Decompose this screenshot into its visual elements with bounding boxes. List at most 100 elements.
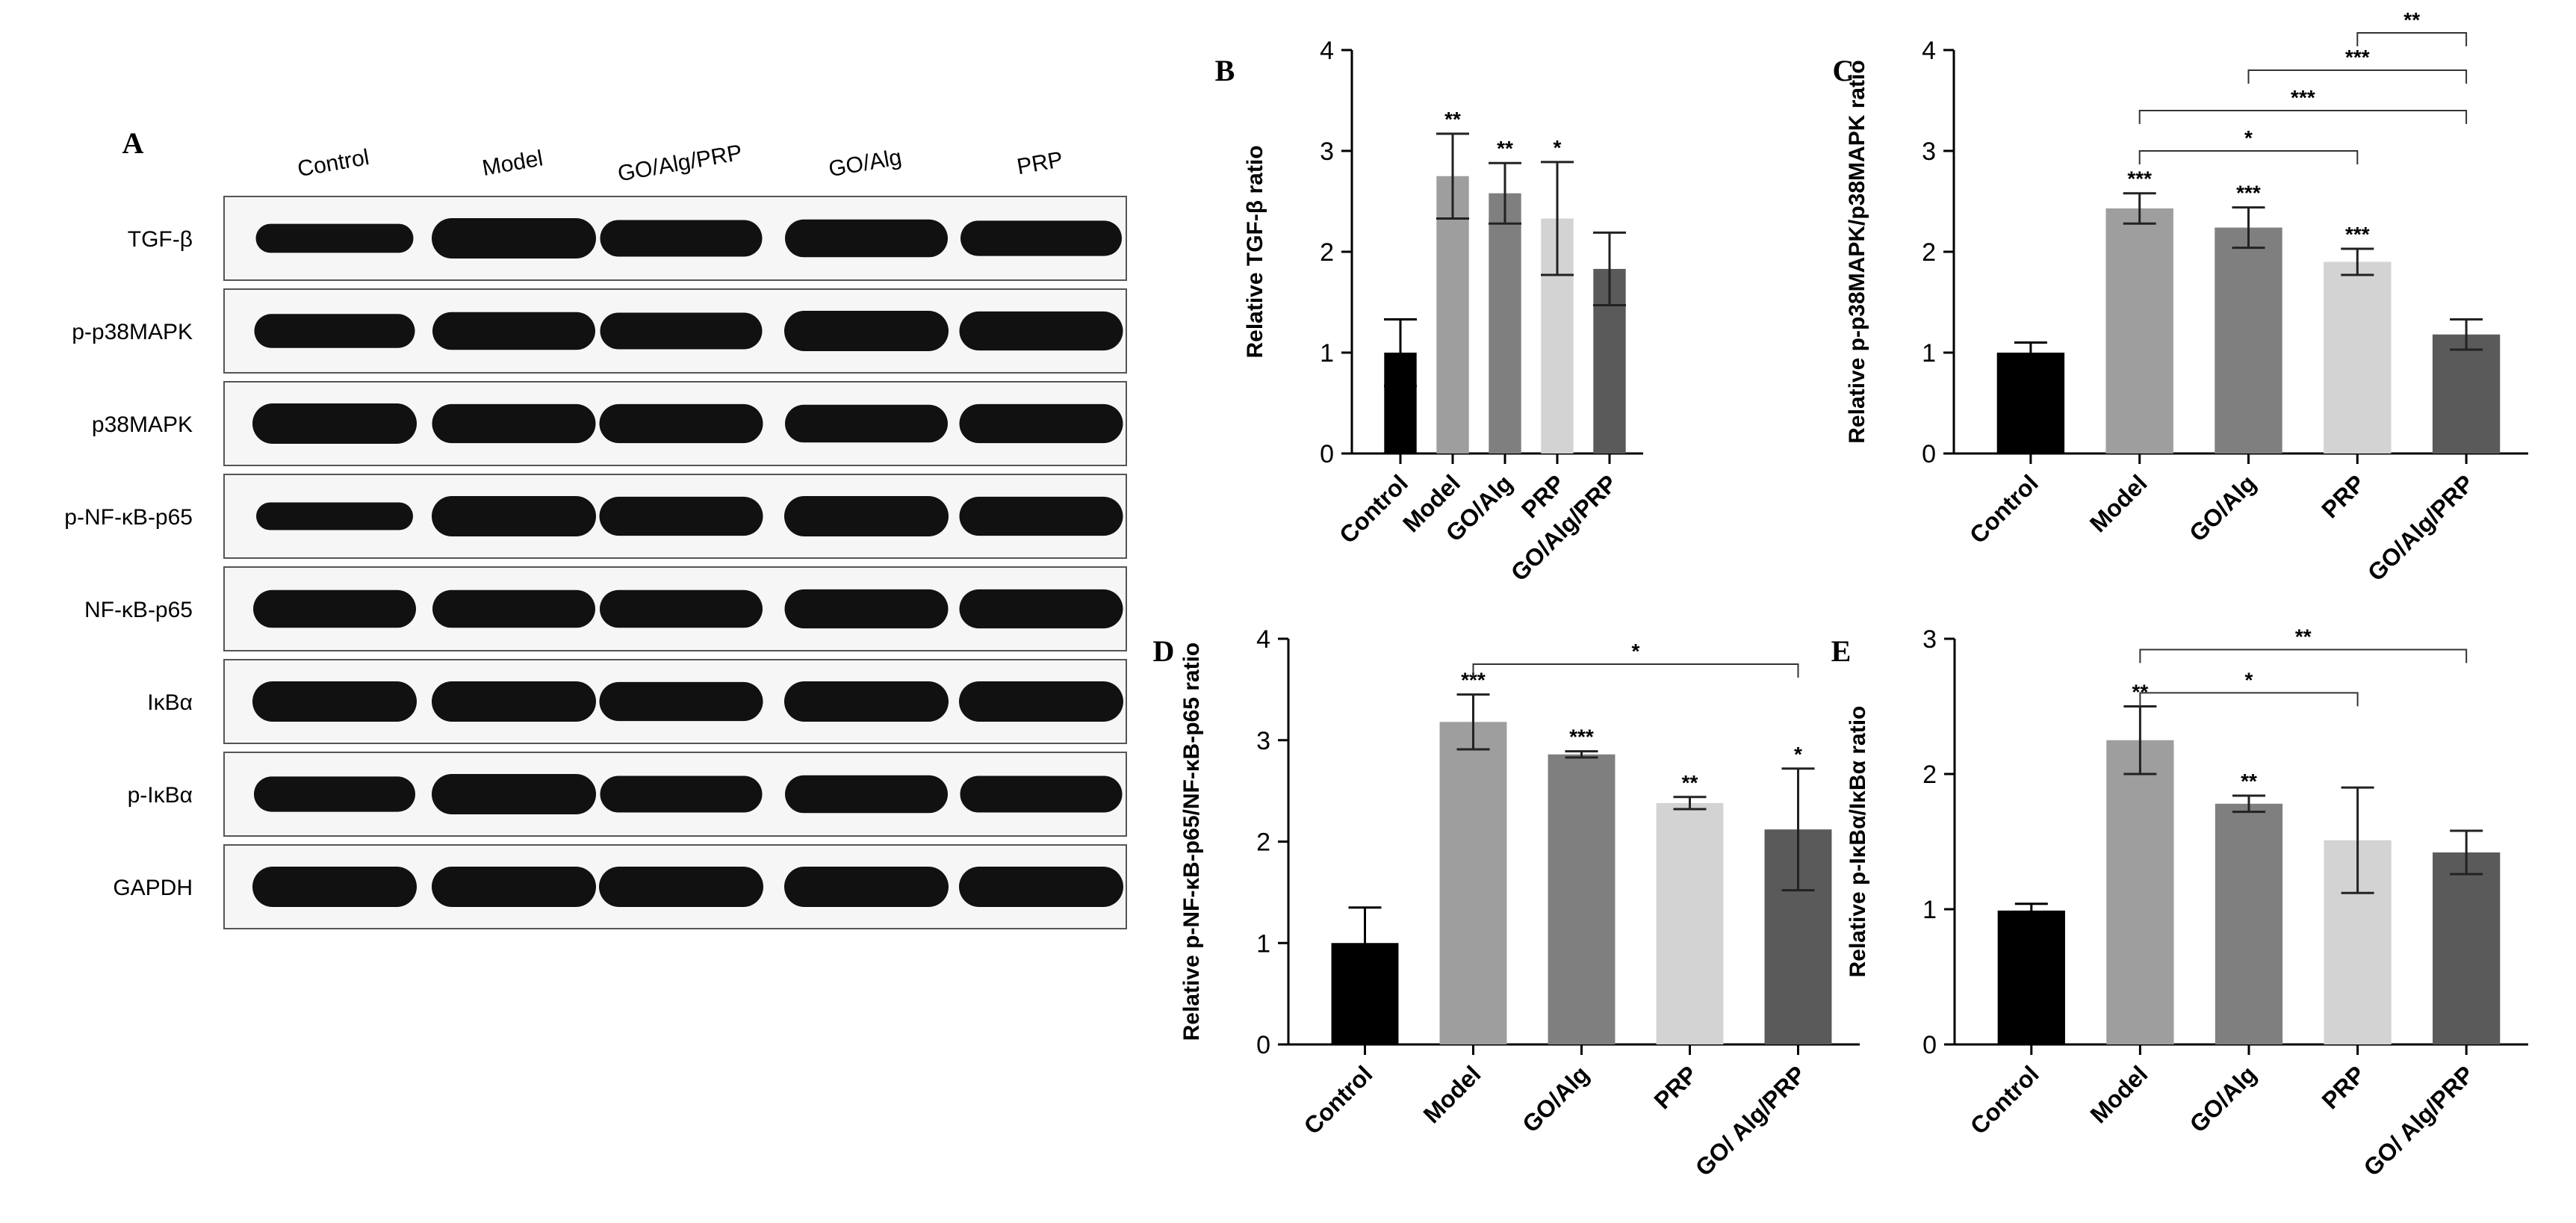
blot-band [785,775,948,814]
bar [1436,176,1469,453]
panel-letter: E [1831,634,1852,668]
bar [2106,740,2174,1044]
blot-row-label: IκBα [147,690,193,715]
y-tick-label: 4 [1256,625,1270,654]
blot-band [600,312,763,350]
blot-band [432,218,596,258]
blot-band [784,311,949,351]
bar [2433,852,2501,1044]
y-tick-label: 1 [1922,896,1937,924]
y-tick-label: 3 [1922,625,1937,654]
y-tick-label: 1 [1256,929,1270,958]
bar [2324,261,2392,453]
significance-label: *** [1569,725,1594,749]
panel-letter: D [1153,634,1175,668]
y-tick-label: 0 [1922,440,1936,468]
y-tick-label: 1 [1922,339,1936,368]
x-tick-label: Control [1964,469,2043,548]
comparison-label: *** [2345,46,2370,69]
x-tick-label: PRP [1648,1060,1702,1114]
significance-label: ** [2241,770,2257,793]
bar [1997,910,2065,1044]
blot-band [959,589,1123,629]
blot-band [252,867,417,907]
comparison-bracket [1472,663,1799,678]
x-tick-label: Control [1965,1060,2044,1139]
comparison-label: * [2245,668,2253,691]
blot-band [432,774,596,814]
blot-row-label: GAPDH [113,876,193,900]
bar [1656,802,1724,1044]
x-tick-label: GO/ Alg/PRP [2358,1060,2479,1181]
blot-band [432,867,596,907]
x-tick-label: PRP [2316,469,2370,523]
blot-band [599,681,763,722]
comparison-bracket [2139,648,2468,663]
y-tick-label: 0 [1256,1031,1270,1059]
x-tick-label: Model [1418,1060,1486,1128]
y-tick-label: 2 [1922,761,1937,789]
blot-row-label: p-p38MAPK [72,320,193,344]
significance-label: * [1554,136,1562,159]
x-tick-label: PRP [2317,1060,2371,1114]
bar [1489,193,1521,453]
y-axis-label: Relative p-IκBα/IκBα ratio [1846,706,1870,978]
x-tick-label: GO/ Alg/PRP [1690,1060,1811,1181]
y-tick-label: 3 [1922,137,1936,166]
blot-band [785,219,948,258]
blot-band [599,867,763,907]
comparison-label: ** [2403,8,2420,31]
x-tick-label: GO/Alg/PRP [2362,469,2479,586]
blot-row-label: p-NF-κB-p65 [64,505,193,530]
blot-band [254,776,415,812]
blot-band [252,681,417,722]
blot-band [432,403,596,444]
y-tick-label: 2 [1922,238,1936,267]
y-tick-label: 0 [1922,1031,1937,1059]
bar [2432,334,2501,453]
bar [1439,722,1507,1044]
blot-band [959,403,1123,444]
y-tick-label: 1 [1320,339,1334,368]
significance-label: *** [2127,167,2152,191]
y-tick-label: 2 [1320,238,1334,267]
y-axis-label: Relative TGF-β ratio [1243,145,1267,358]
blot-row-label: TGF-β [128,227,193,252]
blot-band [255,223,414,253]
bar [2215,227,2282,453]
x-tick-label: Control [1334,469,1413,548]
blot-band [785,404,948,443]
blot-band [960,775,1123,813]
y-tick-label: 2 [1256,829,1270,857]
x-tick-label: GO/Alg [2184,469,2261,546]
blot-band [959,496,1123,536]
blot-column-label: Control [296,145,371,182]
bar [2105,208,2173,453]
blot-band [432,496,596,536]
blot-band [599,496,763,536]
blot-band [784,867,949,907]
blot-row-label: NF-κB-p65 [84,598,193,622]
x-tick-label: Model [2085,469,2153,537]
blot-band [959,681,1123,722]
blot-band [432,681,596,722]
blot-column-label: GO/Alg [827,145,904,182]
comparison-label: *** [2291,86,2315,109]
significance-label: ** [1497,137,1513,160]
blot-band [252,403,417,444]
blot-band [432,312,595,350]
y-tick-label: 3 [1320,137,1334,166]
y-axis-label: Relative p-p38MAPK/p38MAPK ratio [1845,60,1869,443]
blot-band [600,220,763,257]
comparison-bracket [2138,110,2468,124]
blot-band [600,775,763,813]
chart-d: D Relative p-NF-κB-p65/NF-κB-p65 ratio 0 1 2… [1153,625,1860,1181]
comparison-bracket [2356,32,2468,47]
comparison-bracket [2247,69,2468,84]
blot-band [784,589,949,629]
comparison-bracket [2139,692,2359,707]
